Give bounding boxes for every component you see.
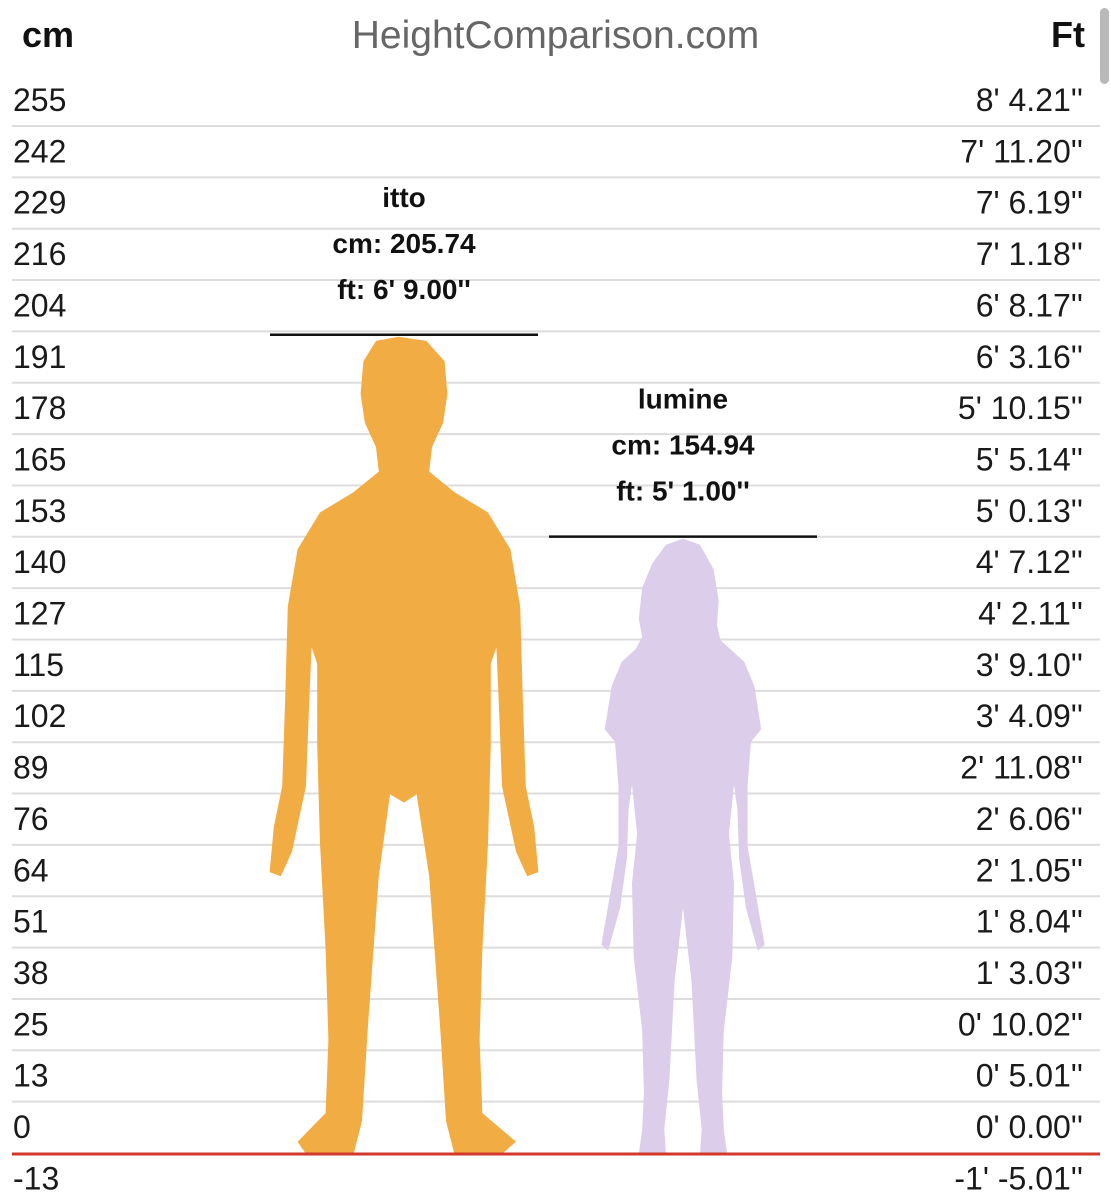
cm-tick-label: 25 <box>13 1006 49 1042</box>
person-name-label: lumine <box>638 384 728 415</box>
cm-tick-label: 0 <box>13 1109 31 1145</box>
ft-tick-label: 6' 3.16'' <box>976 339 1083 375</box>
person-cm-label: cm: 205.74 <box>332 228 476 259</box>
cm-tick-label: 165 <box>13 441 66 477</box>
ft-tick-label: 4' 7.12'' <box>976 544 1083 580</box>
person-figures: itto cm: 205.74 ft: 6' 9.00'' lumine cm: 154… <box>269 182 817 1154</box>
ft-tick-label: 3' 9.10'' <box>976 647 1083 683</box>
cm-tick-label: 115 <box>13 647 64 683</box>
cm-tick-label: 178 <box>13 390 66 426</box>
cm-unit-label: cm <box>22 14 75 55</box>
ft-tick-label: 2' 11.08'' <box>960 750 1083 786</box>
cm-tick-label: 216 <box>13 236 66 272</box>
ft-tick-label: 0' 0.00'' <box>976 1109 1083 1145</box>
axis-ticks: 255 8' 4.21'' 242 7' 11.20'' 229 7' 6.19'' 216… <box>13 82 1083 1196</box>
ft-tick-label: 6' 8.17'' <box>976 287 1083 323</box>
scrollbar-thumb[interactable] <box>1100 8 1109 84</box>
ft-tick-label: 5' 10.15'' <box>958 390 1083 426</box>
cm-tick-label: 102 <box>13 698 66 734</box>
cm-tick-label: 38 <box>13 955 49 991</box>
cm-tick-label: 140 <box>13 544 66 580</box>
person-ft-label: ft: 6' 9.00'' <box>337 274 471 305</box>
cm-tick-label: 51 <box>13 904 49 940</box>
cm-tick-label: 153 <box>13 493 66 529</box>
site-title[interactable]: HeightComparison.com <box>351 14 760 57</box>
ft-unit-label: Ft <box>1051 14 1085 55</box>
cm-tick-label: -13 <box>13 1160 59 1196</box>
ft-tick-label: 4' 2.11'' <box>978 596 1083 632</box>
ft-tick-label: 0' 5.01'' <box>976 1058 1083 1094</box>
ft-tick-label: 2' 1.05'' <box>976 852 1083 888</box>
chart-header: cm HeightComparison.com Ft <box>0 0 1111 80</box>
cm-tick-label: 229 <box>13 185 66 221</box>
cm-tick-label: 204 <box>13 287 66 323</box>
grid-lines <box>12 125 1100 1103</box>
ft-tick-label: 5' 5.14'' <box>976 441 1083 477</box>
cm-tick-label: 255 <box>13 82 66 118</box>
ft-tick-label: 1' 8.04'' <box>976 904 1083 940</box>
ft-tick-label: 5' 0.13'' <box>976 493 1083 529</box>
ft-tick-label: -1' -5.01'' <box>954 1160 1083 1196</box>
person-silhouette-itto <box>269 336 539 1154</box>
ft-tick-label: 2' 6.06'' <box>976 801 1083 837</box>
ft-tick-label: 3' 4.09'' <box>976 698 1083 734</box>
cm-tick-label: 76 <box>13 801 49 837</box>
person-silhouette-lumine <box>601 538 765 1154</box>
cm-tick-label: 64 <box>13 852 49 888</box>
cm-tick-label: 242 <box>13 133 66 169</box>
person-cm-label: cm: 154.94 <box>611 430 755 461</box>
cm-tick-label: 89 <box>13 750 49 786</box>
person-ft-label: ft: 5' 1.00'' <box>616 476 750 507</box>
ft-tick-label: 1' 3.03'' <box>976 955 1083 991</box>
ft-tick-label: 8' 4.21'' <box>976 82 1083 118</box>
ft-tick-label: 7' 11.20'' <box>960 133 1083 169</box>
ft-tick-label: 7' 6.19'' <box>976 185 1083 221</box>
cm-tick-label: 127 <box>13 596 66 632</box>
cm-tick-label: 13 <box>13 1058 49 1094</box>
cm-tick-label: 191 <box>13 339 66 375</box>
person-name-label: itto <box>382 182 426 213</box>
ft-tick-label: 7' 1.18'' <box>976 236 1083 272</box>
ft-tick-label: 0' 10.02'' <box>958 1006 1083 1042</box>
